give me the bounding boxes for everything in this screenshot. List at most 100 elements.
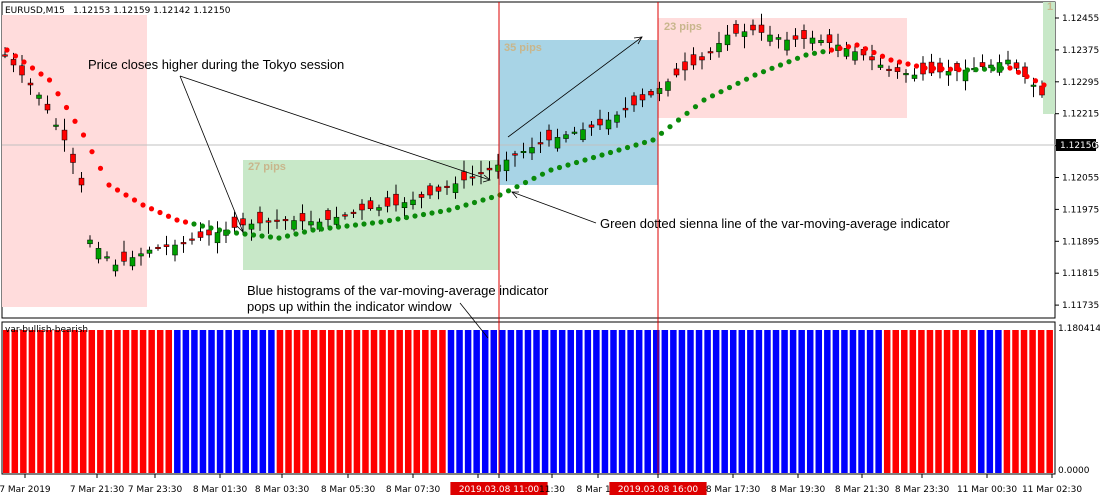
histogram-bar [516,330,523,473]
histogram-bar [336,330,344,473]
red-ma-dot [157,209,163,216]
candle-body [580,129,586,141]
candle-body [214,232,221,244]
histogram-bar [670,330,677,473]
histogram-bar [712,330,720,473]
histogram-bar [618,330,626,473]
histogram-bar [396,330,403,473]
red-ma-dot [55,91,61,97]
green-ma-dot [743,76,750,82]
red-ma-dot [930,65,937,71]
histogram-bar [883,330,891,473]
candle-body [656,88,663,94]
candle-body [495,164,501,172]
candle-body [274,219,280,222]
red-ma-dot [63,104,70,111]
green-ma-dot [709,93,716,99]
candle-body [639,94,646,101]
candle-body [333,216,340,225]
candle-body [784,39,790,51]
red-ma-dot [905,61,911,67]
histogram-bar [293,330,301,473]
histogram-bar [422,330,429,473]
price-tick-label: 1.12455 [1062,14,1099,24]
candle-body [129,257,136,267]
candle-body [673,68,680,76]
candle-body [631,95,637,106]
green-ma-dot [811,50,818,56]
histogram-bar [661,330,669,473]
histogram-bar [456,330,463,473]
time-tick-label: 11:30 [539,485,565,495]
candle-body [801,30,807,39]
candle-body [180,242,187,245]
green-ma-dot [990,66,996,72]
candle-body [622,107,629,111]
candle-body [614,114,620,123]
histogram-bar [541,330,549,473]
green-ma-dot [471,199,478,206]
red-ma-dot [106,182,112,188]
candle-body [852,51,858,61]
green-ma-dot [820,49,826,55]
candle-body [359,203,365,211]
histogram-bar [798,330,805,473]
green-dotted-moving-average-line [191,49,1005,241]
price-axis: 1.124551.123751.122951.122151.121351.120… [1055,14,1099,311]
green-ma-dot [973,67,979,73]
indicator-name: var-bullish-bearish [5,325,88,335]
histogram-bar [174,330,181,473]
green-ma-dot [463,202,469,208]
candle-body [367,200,374,209]
green-ma-dot [199,223,206,229]
green-ma-dot [259,233,265,239]
pips-label-35: 35 pips [504,42,542,54]
candle-body [818,40,824,44]
histogram-bar [345,330,352,473]
price-tick-label: 1.12215 [1062,110,1099,120]
candle-body [410,199,416,206]
candle-body [2,54,8,57]
indicator-scale-bottom: 0.0000 [1058,466,1090,476]
green-ma-dot [514,184,520,190]
red-ma-dot [896,59,903,65]
green-ma-dot [361,221,367,227]
histogram-bar [901,330,908,473]
red-ma-dot [148,206,155,212]
time-tick-label: 2019.03.08 16:00 [618,485,699,495]
green-ma-dot [446,207,452,213]
histogram-bar [593,330,600,473]
green-ma-dot [522,179,529,186]
histogram-bar [88,330,96,473]
green-ma-dot [267,234,274,240]
histogram-bar [567,330,574,473]
histogram-bar [276,330,284,473]
candle-body [724,34,731,46]
red-ma-dot [913,63,920,69]
candle-body [393,193,399,206]
histogram-bar [978,330,985,473]
candle-body [257,211,263,224]
candle-body [452,183,459,193]
candle-body [384,197,391,207]
candle-body [529,147,535,154]
time-tick-label: 8 Mar 23:30 [895,485,950,495]
candle-body [10,59,17,66]
candle-body [461,171,467,181]
histogram-bar [824,330,831,473]
green-ma-dot [403,214,410,221]
candle-body [758,24,765,33]
candle-body [733,23,739,34]
histogram-bar [122,330,130,473]
histogram-bar [490,330,498,473]
candle-body [826,34,833,43]
red-ma-dot [888,57,894,63]
green-ma-dot [318,226,325,232]
red-ma-dot [922,65,928,71]
histogram-bar [704,330,711,473]
green-ma-dot [607,149,614,156]
time-tick-label: 7 Mar 21:30 [70,485,125,495]
candle-body [44,103,51,111]
histogram-bar [473,330,480,473]
